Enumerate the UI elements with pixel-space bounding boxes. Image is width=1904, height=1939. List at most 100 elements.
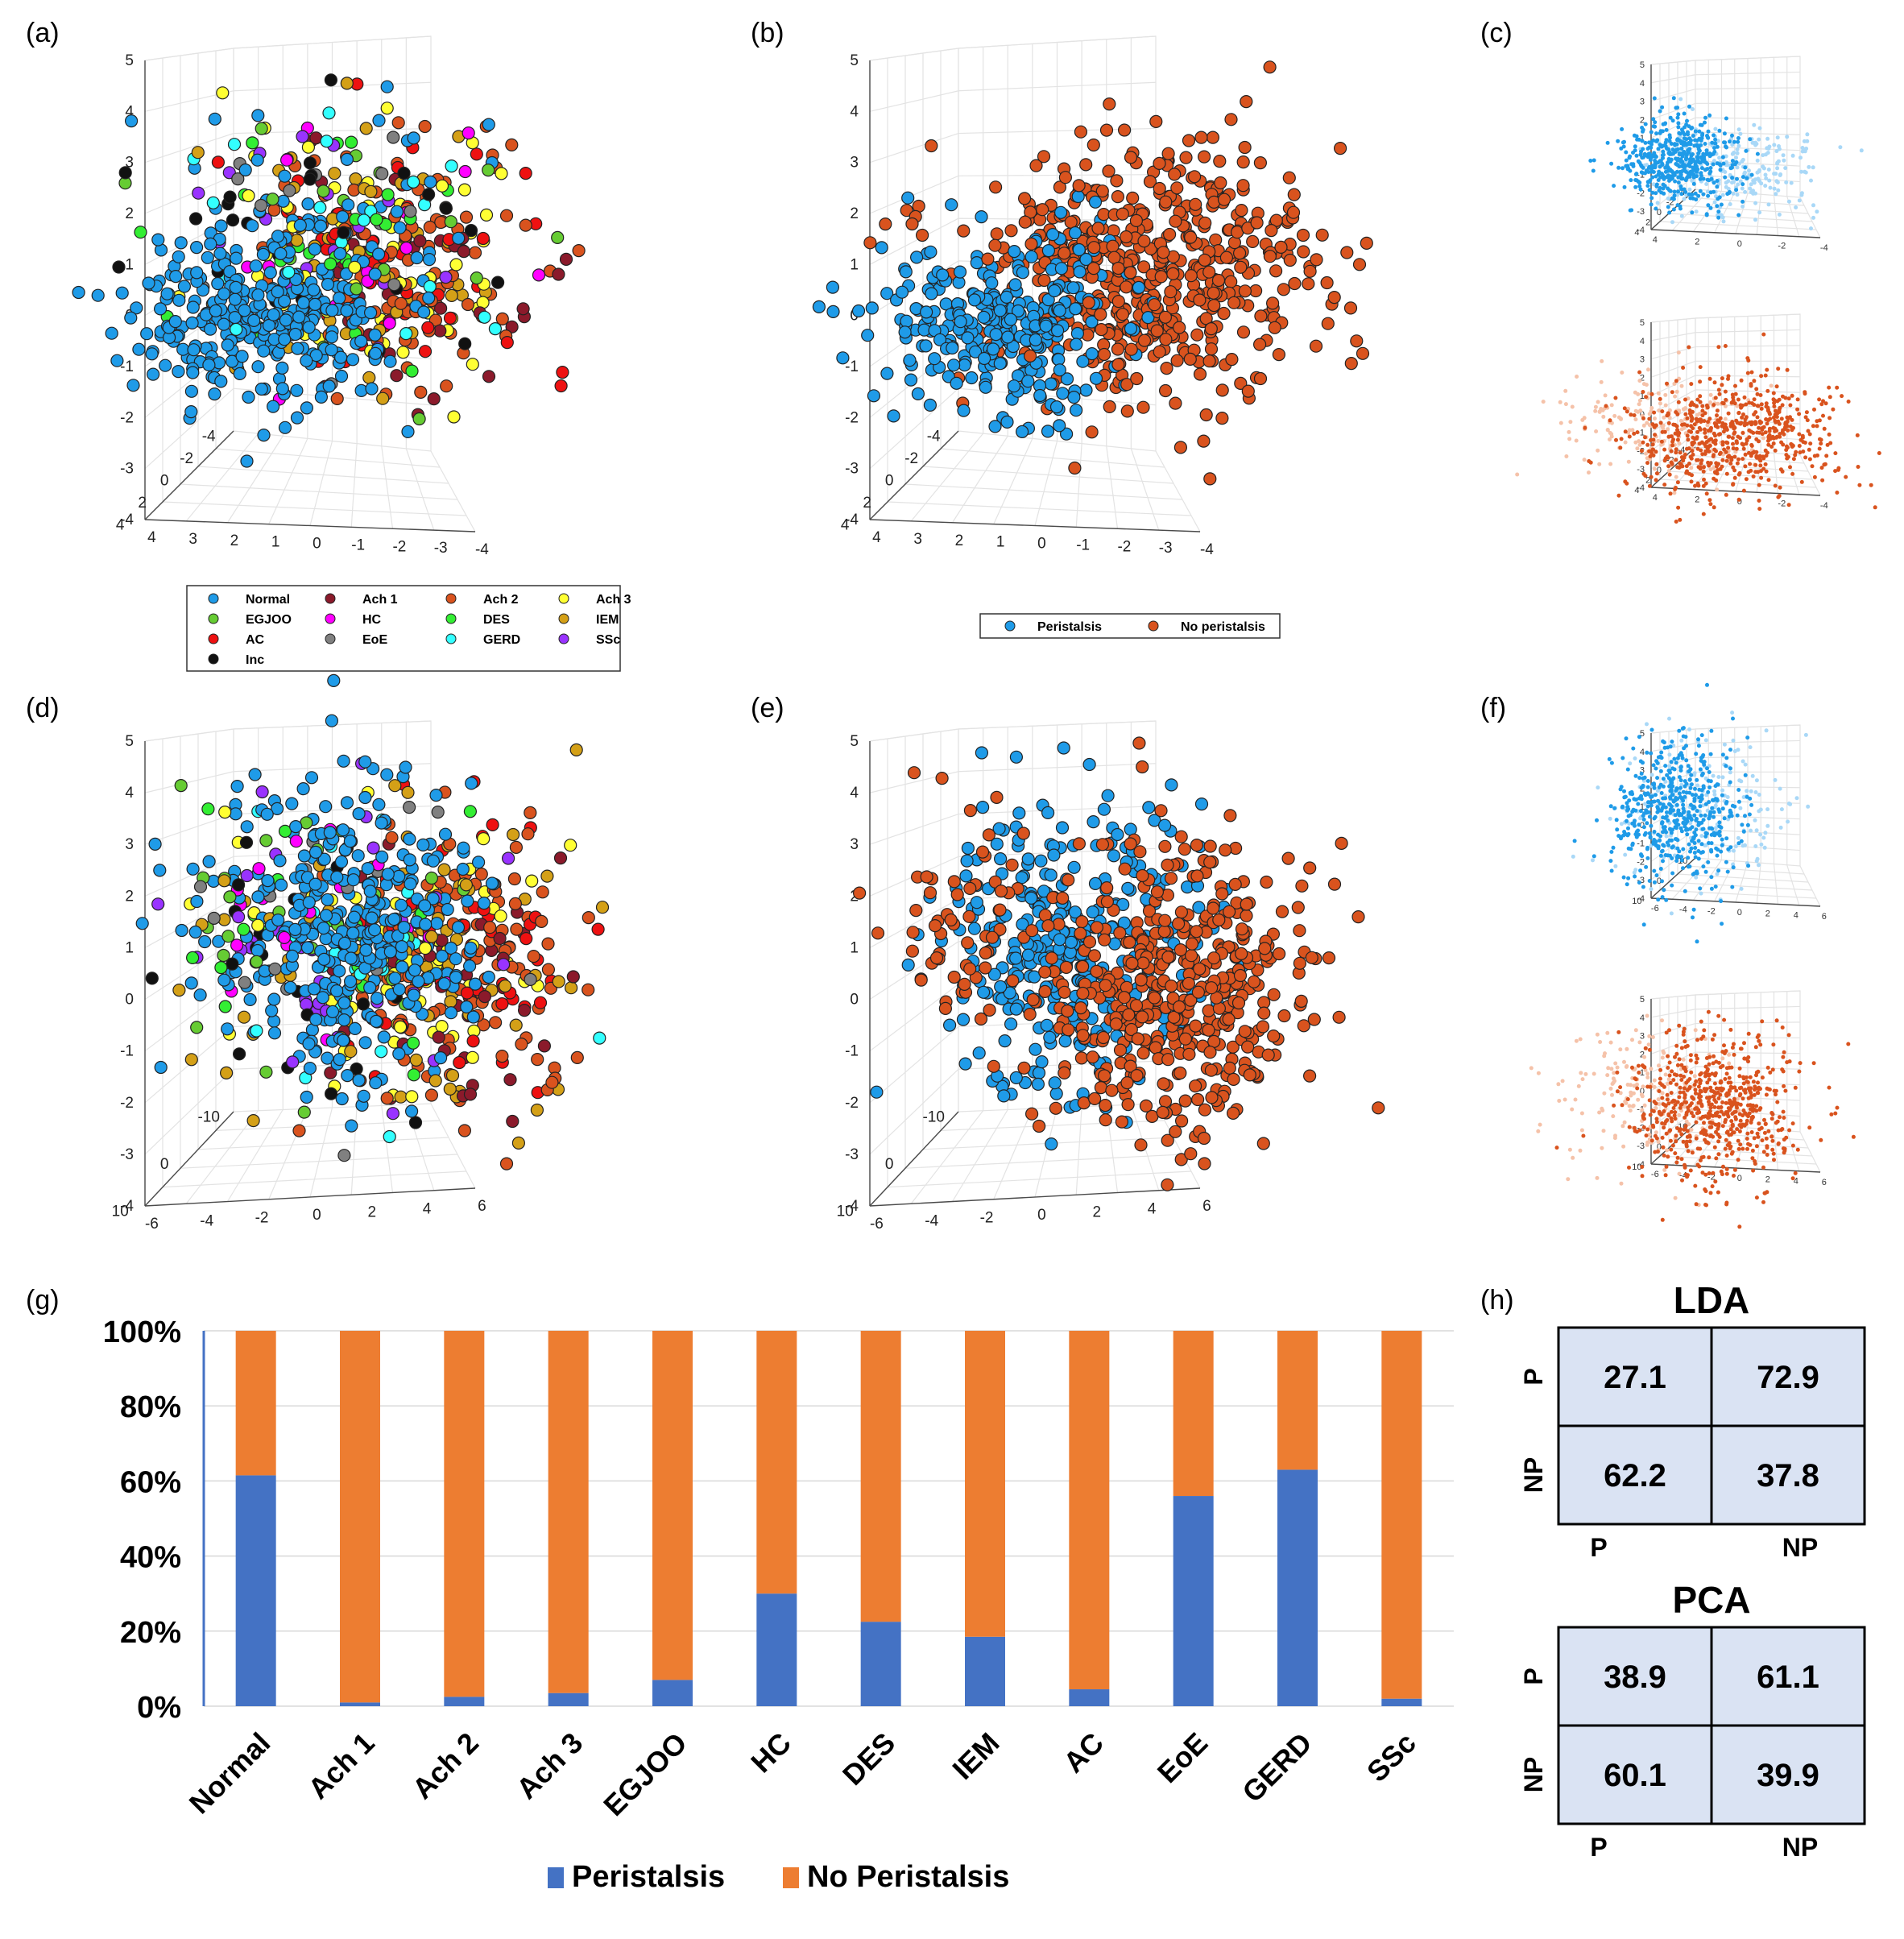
data-point (337, 226, 350, 239)
data-point (1691, 152, 1695, 156)
data-point (303, 172, 317, 186)
data-point (812, 300, 826, 313)
data-point (1674, 458, 1678, 462)
data-point (1788, 415, 1792, 420)
x-tick-label: -2 (392, 538, 406, 555)
data-point (1639, 449, 1644, 454)
data-point (988, 420, 1002, 433)
data-point (1643, 171, 1647, 176)
data-point (424, 871, 439, 885)
data-point (462, 126, 475, 140)
data-point (1297, 245, 1310, 259)
data-point (1817, 446, 1822, 451)
data-point (1059, 960, 1074, 975)
data-point (1666, 421, 1671, 425)
data-point (1124, 151, 1138, 164)
data-point (1193, 293, 1207, 307)
data-point (1873, 505, 1877, 510)
data-point (1699, 122, 1704, 127)
data-point (1293, 924, 1306, 938)
data-point (1650, 175, 1655, 180)
data-point (1748, 421, 1753, 425)
data-point (1676, 400, 1681, 404)
data-point (961, 841, 975, 856)
data-point (1776, 188, 1781, 193)
x-tick-label: -2 (255, 1210, 269, 1227)
data-point (308, 845, 323, 860)
data-point (407, 131, 420, 145)
data-point (447, 410, 461, 424)
data-point (1821, 399, 1825, 404)
data-point (1137, 234, 1151, 248)
data-point (1703, 411, 1707, 416)
data-point (551, 230, 565, 244)
data-point (1632, 413, 1637, 417)
data-point (186, 951, 200, 965)
data-point (521, 827, 535, 841)
data-point (564, 839, 577, 852)
data-point (325, 1005, 340, 1019)
data-point (1286, 205, 1301, 219)
data-point (1699, 440, 1704, 445)
data-point (570, 1050, 584, 1065)
data-point (1708, 392, 1713, 397)
data-point (1790, 471, 1795, 476)
data-point (358, 755, 372, 769)
data-point (515, 1037, 528, 1051)
y-tick-label: -4 (202, 429, 216, 445)
data-point (174, 778, 188, 793)
data-point (1637, 370, 1642, 375)
data-point (988, 180, 1003, 194)
data-point (148, 837, 162, 851)
data-point (541, 937, 555, 951)
data-point (975, 210, 988, 224)
grid-z (869, 174, 1157, 214)
data-point (1057, 741, 1070, 755)
data-point (1558, 400, 1563, 404)
data-point (1730, 180, 1734, 185)
data-point (151, 897, 165, 911)
x-tick-label: 3 (913, 531, 922, 548)
data-point (464, 941, 478, 955)
grid-x-floor (993, 1108, 1033, 1199)
data-point (1686, 174, 1691, 179)
data-point (278, 333, 292, 346)
data-point (297, 849, 311, 863)
data-point (278, 294, 292, 308)
data-point (1583, 425, 1587, 430)
y-tick-label: 0 (885, 473, 894, 490)
data-point (375, 167, 389, 180)
data-point (1769, 383, 1774, 388)
data-point (1121, 1097, 1135, 1112)
data-point (1705, 135, 1710, 139)
data-point (1786, 396, 1791, 401)
data-point (1707, 376, 1712, 381)
data-point (251, 360, 265, 374)
data-point (970, 896, 983, 909)
z-tick-label: 3 (850, 155, 859, 172)
data-point (1649, 130, 1654, 135)
data-point (110, 354, 124, 367)
data-point (278, 421, 292, 434)
data-point (1819, 437, 1823, 442)
data-point (1738, 436, 1743, 441)
data-point (202, 855, 216, 868)
data-point (1690, 126, 1695, 131)
data-point (1668, 115, 1673, 120)
data-point (1735, 441, 1739, 445)
data-point (206, 196, 220, 209)
data-point (1681, 366, 1686, 370)
data-point (364, 184, 378, 198)
data-point (217, 317, 230, 331)
data-point (1767, 426, 1772, 431)
data-point (1838, 145, 1843, 150)
data-point (981, 252, 995, 266)
data-point (505, 320, 519, 334)
data-point (960, 854, 974, 868)
data-point (1704, 152, 1709, 156)
y-axis-line (144, 430, 234, 520)
data-point (1111, 827, 1124, 842)
data-point (1790, 393, 1794, 398)
data-point (247, 313, 261, 327)
data-point (1340, 246, 1354, 259)
